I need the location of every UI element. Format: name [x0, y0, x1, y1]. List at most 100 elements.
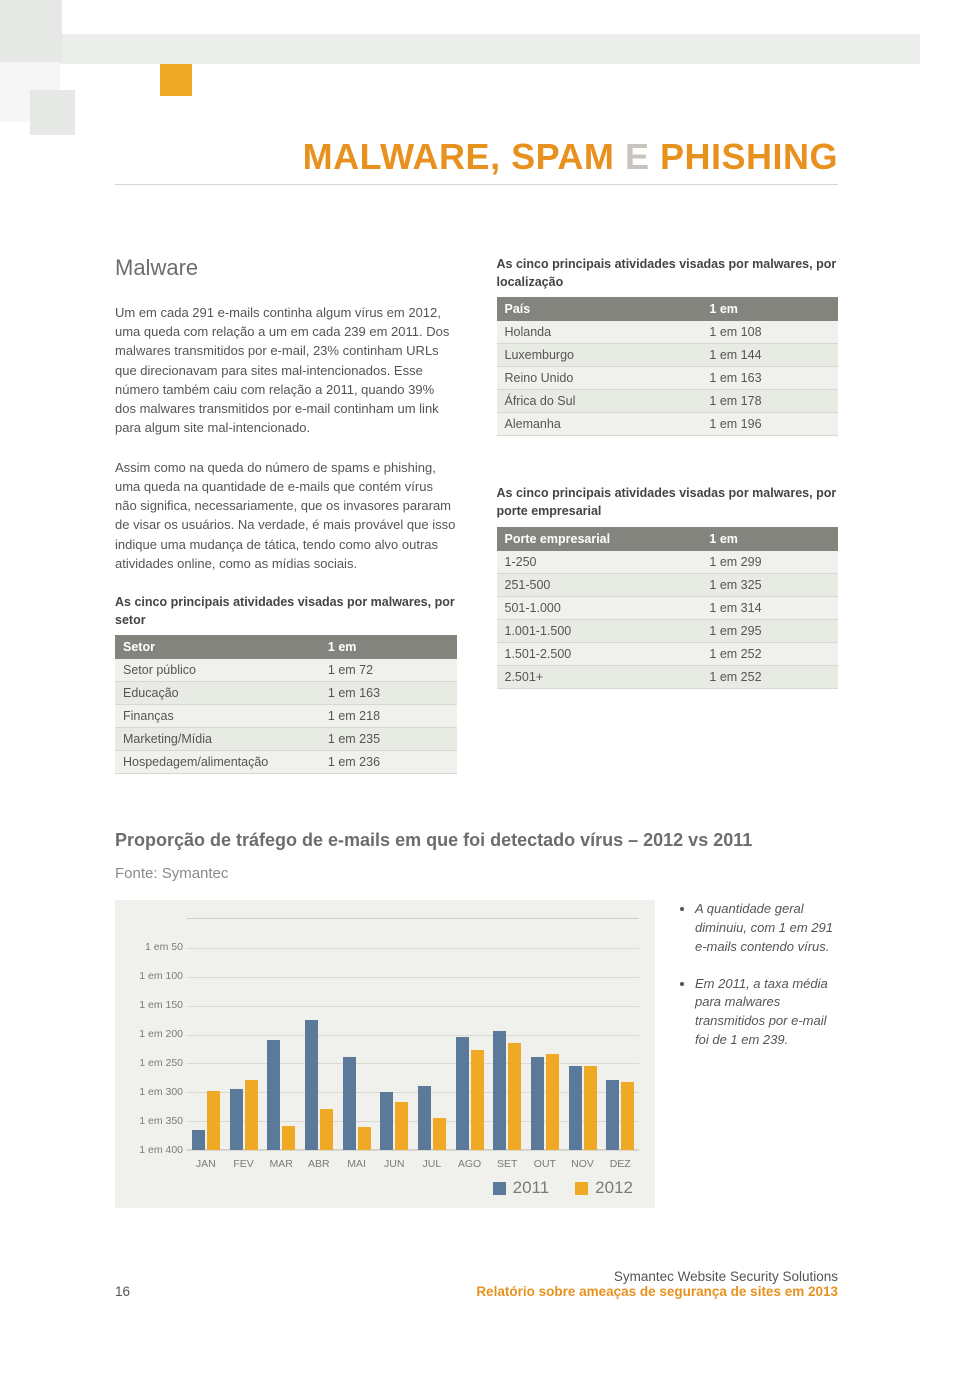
table-cell: 1 em 72: [320, 659, 457, 682]
x-tick-label: FEV: [225, 1158, 263, 1170]
table-cell: Setor público: [115, 659, 320, 682]
chart-section: Proporção de tráfego de e-mails em que f…: [115, 830, 838, 1208]
legend-label-2012: 2012: [595, 1178, 633, 1198]
table-cell: África do Sul: [497, 390, 702, 413]
page-heading: MALWARE, SPAM E PHISHING: [115, 136, 838, 185]
bar-2012: [245, 1080, 258, 1150]
y-tick-label: 1 em 200: [125, 1028, 183, 1040]
chart-notes: A quantidade geral diminuiu, com 1 em 29…: [679, 900, 838, 1208]
table-row: Setor público1 em 72: [115, 659, 457, 682]
bar-2011: [343, 1057, 356, 1150]
x-tick-label: MAR: [262, 1158, 300, 1170]
table-cell: 1 em 299: [701, 551, 838, 574]
legend-swatch-2011: [493, 1182, 506, 1195]
table-cell: 1 em 196: [701, 413, 838, 436]
y-tick-label: 1 em 50: [125, 941, 183, 953]
x-tick-label: AGO: [451, 1158, 489, 1170]
table-location: País 1 em Holanda1 em 108Luxemburgo1 em …: [497, 297, 839, 436]
bar-2011: [418, 1086, 431, 1150]
th-ratio: 1 em: [320, 635, 457, 659]
bar-group: DEZ: [601, 918, 639, 1150]
footer-line1: Symantec Website Security Solutions: [115, 1269, 838, 1284]
top-banner-bar: [0, 34, 920, 64]
chart-title: Proporção de tráfego de e-mails em que f…: [115, 830, 838, 851]
table-row: 1.501-2.5001 em 252: [497, 642, 839, 665]
table-cell: 1 em 235: [320, 728, 457, 751]
table-cell: 1 em 108: [701, 321, 838, 344]
bar-2012: [471, 1050, 484, 1150]
table-cell: 1 em 325: [701, 573, 838, 596]
table-cell: 1-250: [497, 551, 702, 574]
table-row: 2.501+1 em 252: [497, 665, 839, 688]
th-ratio: 1 em: [701, 527, 838, 551]
y-tick-label: 1 em 150: [125, 999, 183, 1011]
th-sector: Setor: [115, 635, 320, 659]
table-size-title: As cinco principais atividades visadas p…: [497, 484, 839, 520]
table-cell: 1 em 252: [701, 642, 838, 665]
bar-2011: [606, 1080, 619, 1150]
table-sector-title: As cinco principais atividades visadas p…: [115, 593, 457, 629]
table-cell: Finanças: [115, 705, 320, 728]
bar-group: JUN: [375, 918, 413, 1150]
x-tick-label: JUN: [375, 1158, 413, 1170]
table-row: Marketing/Mídia1 em 235: [115, 728, 457, 751]
legend-swatch-2012: [575, 1182, 588, 1195]
bar-2011: [305, 1020, 318, 1151]
th-ratio: 1 em: [701, 297, 838, 321]
table-row: Alemanha1 em 196: [497, 413, 839, 436]
table-cell: Reino Unido: [497, 367, 702, 390]
table-cell: 501-1.000: [497, 596, 702, 619]
y-tick-label: 1 em 400: [125, 1144, 183, 1156]
heading-part2: PHISHING: [660, 136, 838, 177]
bar-group: NOV: [564, 918, 602, 1150]
bar-2012: [433, 1118, 446, 1150]
bar-2012: [584, 1066, 597, 1150]
legend-label-2011: 2011: [513, 1178, 550, 1198]
table-row: 1-2501 em 299: [497, 551, 839, 574]
table-cell: 1 em 163: [701, 367, 838, 390]
x-tick-label: MAI: [338, 1158, 376, 1170]
bar-group: JAN: [187, 918, 225, 1150]
footer-line2: Relatório sobre ameaças de segurança de …: [115, 1284, 838, 1299]
chart-legend: 2011 2012: [125, 1172, 643, 1198]
table-cell: Alemanha: [497, 413, 702, 436]
table-row: Reino Unido1 em 163: [497, 367, 839, 390]
bar-2011: [531, 1057, 544, 1150]
table-cell: 1 em 144: [701, 344, 838, 367]
content-columns: Malware Um em cada 291 e-mails continha …: [115, 255, 838, 774]
bar-group: OUT: [526, 918, 564, 1150]
bar-group: FEV: [225, 918, 263, 1150]
chart-source: Fonte: Symantec: [115, 865, 838, 882]
chart-plot: JANFEVMARABRMAIJUNJULAGOSETOUTNOVDEZ 1 e…: [125, 918, 643, 1172]
section-title: Malware: [115, 255, 457, 281]
table-cell: 251-500: [497, 573, 702, 596]
report-page: MALWARE, SPAM E PHISHING Malware Um em c…: [0, 0, 960, 1373]
footer: Symantec Website Security Solutions Rela…: [115, 1269, 838, 1299]
chart-box: JANFEVMARABRMAIJUNJULAGOSETOUTNOVDEZ 1 e…: [115, 900, 655, 1208]
bar-2012: [320, 1109, 333, 1150]
bar-group: SET: [488, 918, 526, 1150]
table-row: 1.001-1.5001 em 295: [497, 619, 839, 642]
bar-2012: [546, 1054, 559, 1150]
bar-2012: [207, 1091, 220, 1150]
heading-conj: E: [625, 136, 650, 177]
legend-2011: 2011: [493, 1178, 550, 1198]
table-cell: Luxemburgo: [497, 344, 702, 367]
paragraph-2: Assim como na queda do número de spams e…: [115, 458, 457, 573]
legend-2012: 2012: [575, 1178, 633, 1198]
table-cell: Marketing/Mídia: [115, 728, 320, 751]
table-cell: 1.501-2.500: [497, 642, 702, 665]
table-cell: 1 em 218: [320, 705, 457, 728]
table-cell: Holanda: [497, 321, 702, 344]
paragraph-1: Um em cada 291 e-mails continha algum ví…: [115, 303, 457, 438]
bar-group: JUL: [413, 918, 451, 1150]
right-column: As cinco principais atividades visadas p…: [497, 255, 839, 774]
chart-note-item: Em 2011, a taxa média para malwares tran…: [695, 975, 838, 1050]
table-row: Hospedagem/alimentação1 em 236: [115, 751, 457, 774]
decor-square: [30, 90, 75, 135]
bar-group: MAI: [338, 918, 376, 1150]
x-tick-label: DEZ: [601, 1158, 639, 1170]
table-row: África do Sul1 em 178: [497, 390, 839, 413]
table-cell: 1 em 295: [701, 619, 838, 642]
th-size: Porte empresarial: [497, 527, 702, 551]
